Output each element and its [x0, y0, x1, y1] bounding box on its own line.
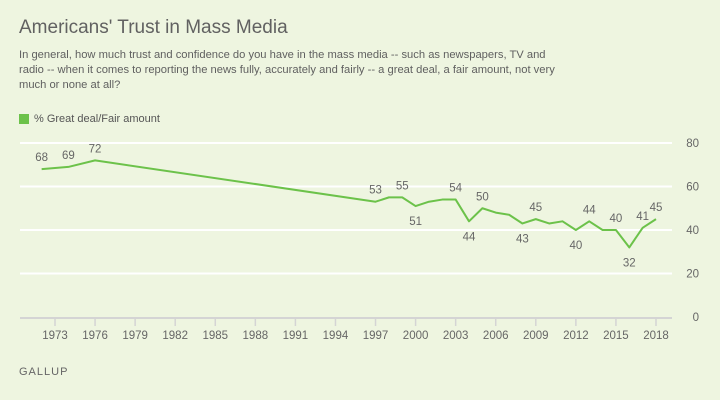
- y-tick-label: 60: [686, 182, 699, 194]
- x-tick-label: 1982: [162, 330, 188, 342]
- data-label: 72: [89, 143, 102, 155]
- x-tick-label: 1991: [283, 330, 309, 342]
- data-label: 40: [610, 213, 623, 225]
- x-tick-label: 1988: [243, 330, 269, 342]
- legend: % Great deal/Fair amount: [19, 113, 160, 125]
- data-label: 54: [449, 183, 462, 195]
- x-tick-label: 2012: [563, 330, 589, 342]
- legend-swatch: [19, 114, 29, 124]
- data-label: 44: [583, 204, 596, 216]
- x-tick-label: 2006: [483, 330, 509, 342]
- chart-title: Americans' Trust in Mass Media: [19, 17, 288, 38]
- x-tick-label: 2000: [403, 330, 429, 342]
- data-label: 32: [623, 257, 636, 269]
- data-label: 45: [529, 202, 542, 214]
- x-tick-label: 2003: [443, 330, 469, 342]
- x-tick-label: 1976: [82, 330, 108, 342]
- source-label: GALLUP: [19, 366, 69, 378]
- data-label: 50: [476, 191, 489, 203]
- data-label: 40: [569, 240, 582, 252]
- data-label: 55: [396, 180, 409, 192]
- legend-label: % Great deal/Fair amount: [34, 113, 160, 125]
- x-tick-label: 2015: [603, 330, 629, 342]
- y-tick-label: 0: [693, 312, 699, 324]
- data-label: 69: [62, 150, 75, 162]
- data-label: 41: [636, 211, 649, 223]
- x-tick-label: 2018: [643, 330, 669, 342]
- chart-subtitle: In general, how much trust and confidenc…: [19, 49, 555, 91]
- series-line: [41, 159, 657, 249]
- x-tick-label: 1997: [363, 330, 389, 342]
- data-label: 51: [409, 216, 422, 228]
- data-label: 68: [35, 152, 48, 164]
- data-label: 45: [650, 202, 663, 214]
- data-label: 44: [463, 231, 476, 243]
- data-label: 53: [369, 185, 382, 197]
- x-tick-label: 1994: [323, 330, 349, 342]
- x-tick-label: 1985: [202, 330, 228, 342]
- x-tick-label: 1979: [122, 330, 148, 342]
- x-tick-label: 1973: [42, 330, 68, 342]
- x-tick-label: 2009: [523, 330, 549, 342]
- y-tick-label: 40: [686, 225, 699, 237]
- y-tick-label: 20: [686, 269, 699, 281]
- y-tick-label: 80: [686, 138, 699, 150]
- data-label: 43: [516, 233, 529, 245]
